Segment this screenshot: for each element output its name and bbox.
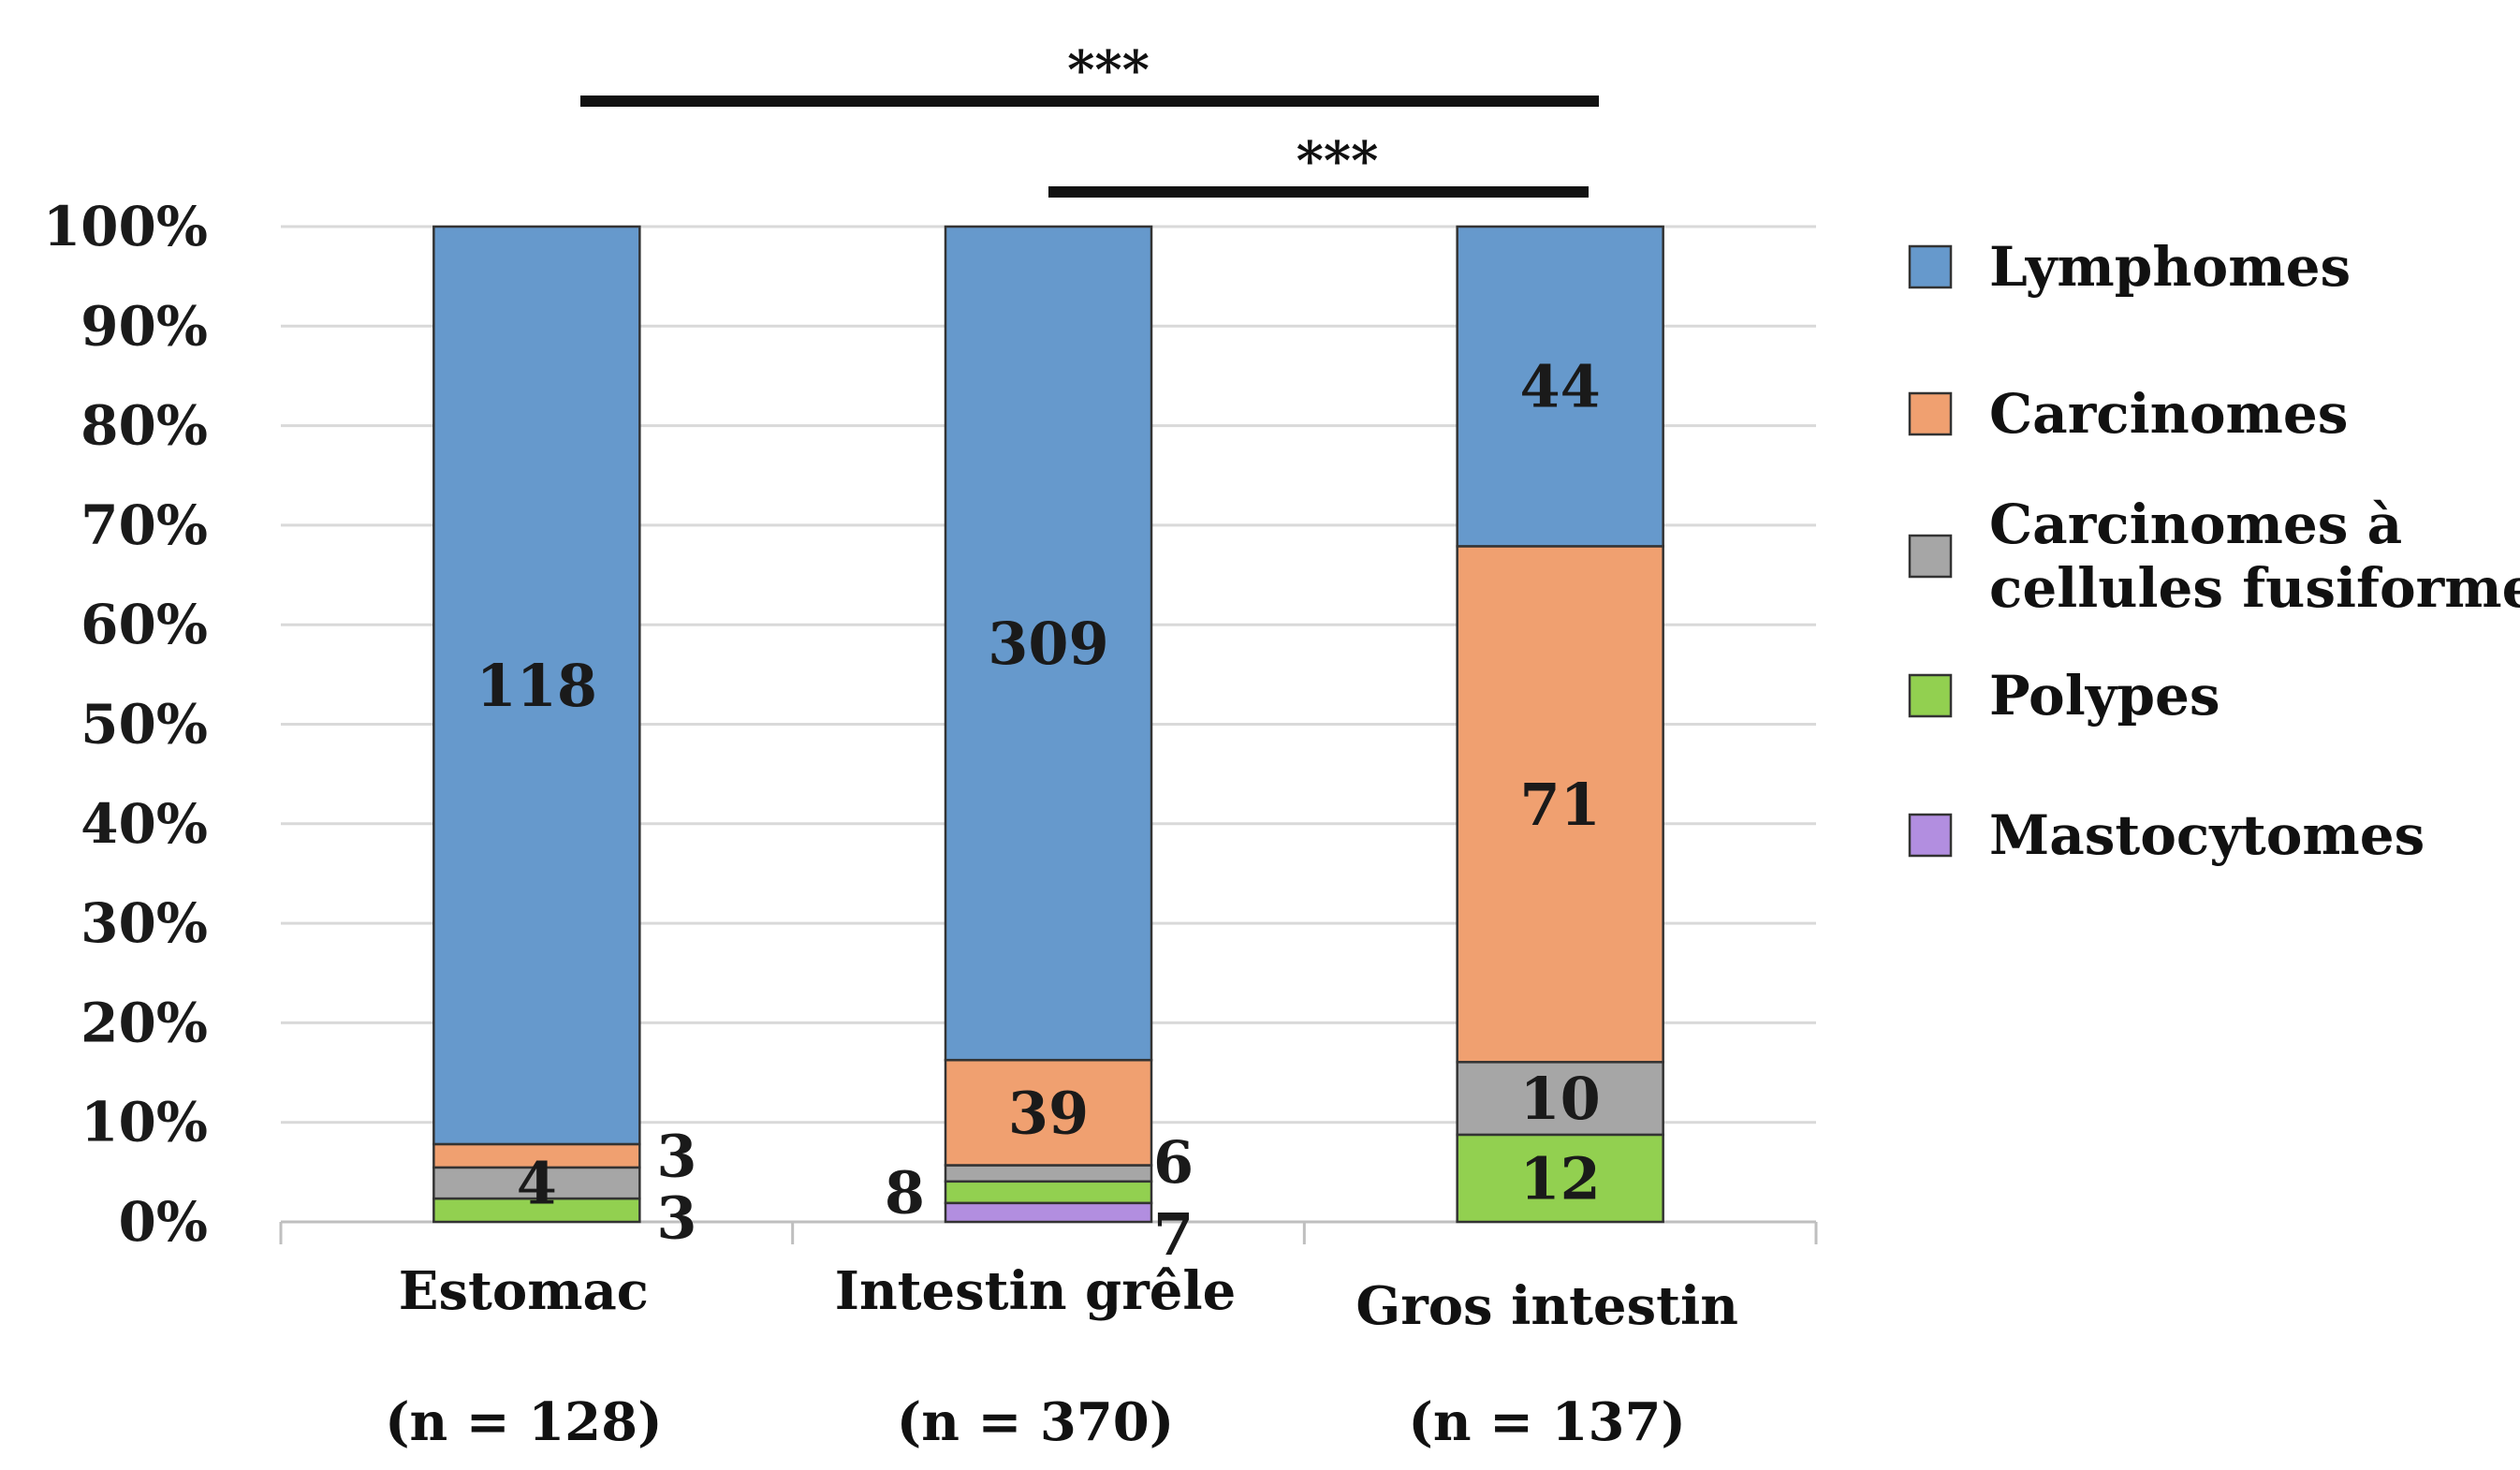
bar-segment-polypes: [432, 1197, 641, 1224]
y-tick-label: 70%: [81, 493, 208, 557]
bar-segment-polypes: [944, 1180, 1153, 1205]
x-category-n: (n = 370): [897, 1391, 1175, 1453]
y-tick-label: 40%: [81, 792, 208, 856]
legend-label: Carcinomes: [1989, 382, 2348, 446]
data-label: 309: [988, 610, 1108, 678]
y-tick-label: 100%: [43, 195, 208, 258]
x-category-label: Intestin grêle: [835, 1260, 1236, 1322]
legend-label: Mastocytomes: [1989, 803, 2425, 867]
data-label: 3: [656, 1122, 696, 1190]
bar-segment-lymphomes: [1456, 225, 1664, 548]
x-category-n: (n = 137): [1408, 1391, 1686, 1453]
data-label: 8: [885, 1158, 925, 1227]
x-category-label: Estomac: [399, 1260, 649, 1322]
data-label: 39: [1008, 1079, 1089, 1147]
legend-label: cellules fusiformes: [1989, 556, 2520, 620]
legend-swatch: [1908, 813, 1953, 858]
bar-segment-mastocytomes: [944, 1201, 1153, 1224]
legend-swatch: [1908, 244, 1953, 289]
x-category-n: (n = 128): [385, 1391, 663, 1453]
bar-segment-lymphomes: [432, 225, 641, 1146]
legend-label: Polypes: [1989, 664, 2220, 728]
bar-segment-carcinomes-a-cellules-fusiformes: [1456, 1061, 1664, 1137]
x-category-label: Gros intestin: [1355, 1275, 1738, 1337]
data-label: 44: [1520, 353, 1601, 421]
data-label: 71: [1520, 771, 1601, 839]
y-tick-label: 30%: [81, 891, 208, 955]
y-tick-label: 80%: [81, 394, 208, 458]
data-label: 4: [517, 1149, 557, 1217]
y-tick-label: 60%: [81, 593, 208, 656]
significance-label: ***: [1297, 130, 1379, 192]
data-label: 7: [1153, 1200, 1194, 1269]
bar-segment-carcinomes: [432, 1142, 641, 1169]
bar-segment-carcinomes: [1456, 545, 1664, 1064]
data-label: 118: [476, 652, 597, 720]
legend-swatch: [1908, 673, 1953, 718]
legend-label: Carcinomes à: [1989, 492, 2402, 556]
bar-segment-carcinomes: [944, 1058, 1153, 1167]
y-tick-label: 90%: [81, 294, 208, 358]
y-tick-label: 50%: [81, 693, 208, 757]
bar-segment-carcinomes-a-cellules-fusiformes: [944, 1164, 1153, 1183]
legend-swatch: [1908, 534, 1953, 579]
data-label: 10: [1520, 1065, 1601, 1133]
y-tick-label: 0%: [119, 1190, 208, 1254]
legend-label: Lymphomes: [1989, 235, 2351, 299]
data-label: 12: [1520, 1144, 1601, 1213]
y-tick-label: 20%: [81, 991, 208, 1054]
data-label: 3: [656, 1184, 696, 1253]
significance-label: ***: [1067, 39, 1150, 101]
y-tick-label: 10%: [81, 1091, 208, 1154]
legend-swatch: [1908, 391, 1953, 436]
data-label: 6: [1153, 1128, 1194, 1197]
bar-segment-lymphomes: [944, 225, 1153, 1062]
